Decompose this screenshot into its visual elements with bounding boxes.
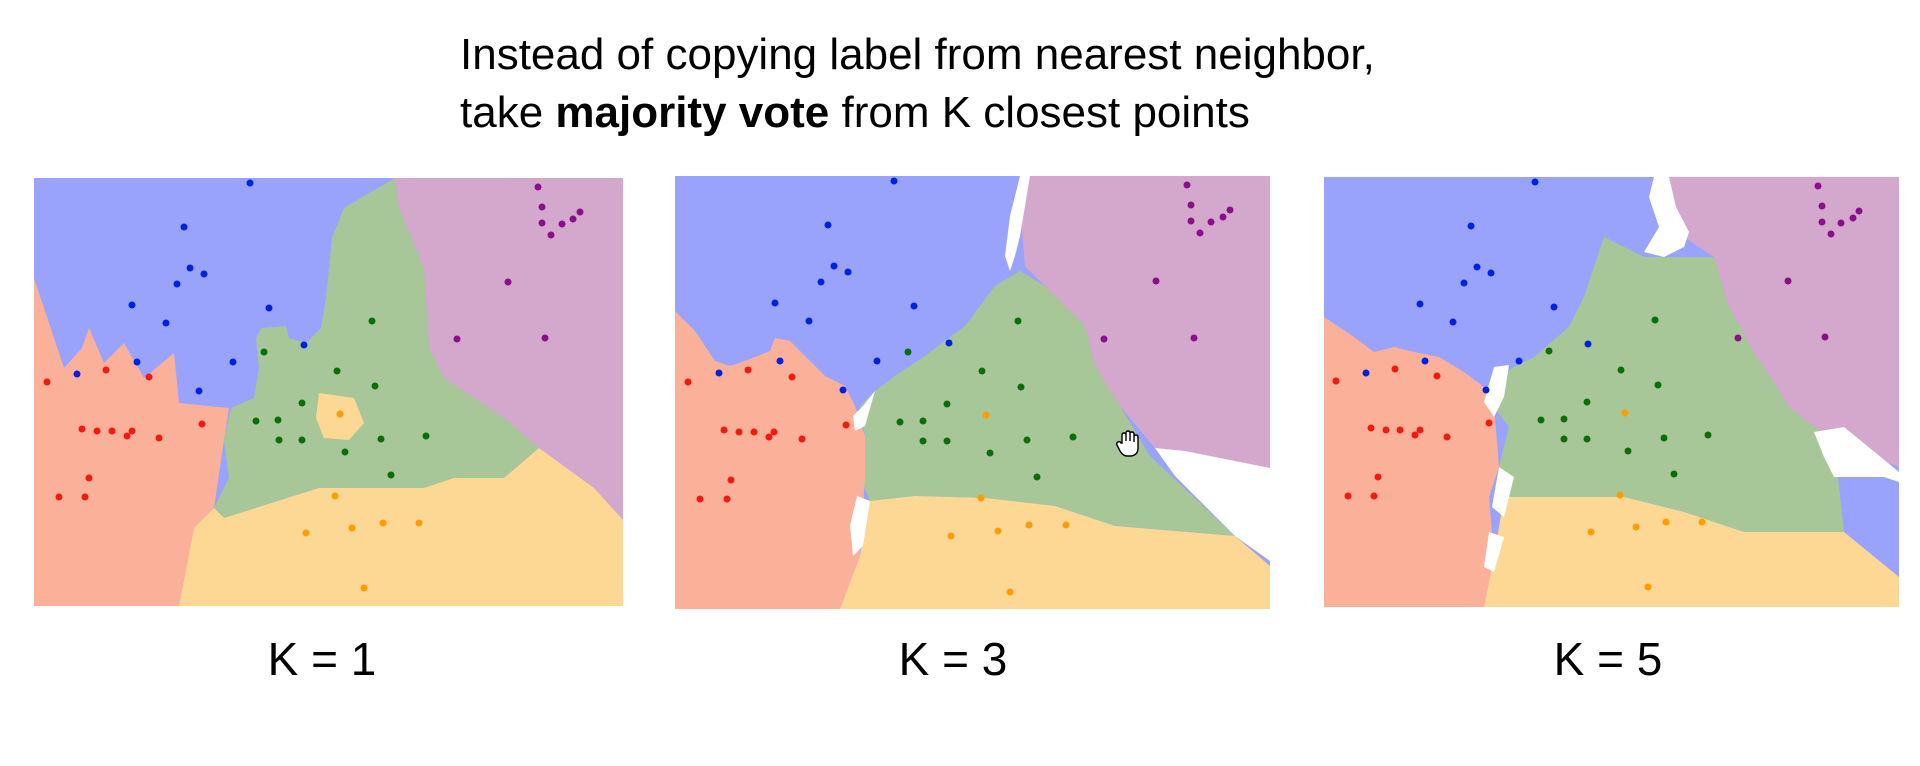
caption-k3: K = 3 [898,633,1008,685]
decision-boundary-k1 [34,178,623,606]
caption-k1: K = 1 [267,633,377,685]
caption-k5: K = 5 [1553,633,1663,685]
hand-cursor-icon [1115,430,1142,463]
points-k1 [43,179,584,592]
panel-k5 [1324,177,1899,607]
slide-title: Instead of copying label from nearest ne… [460,26,1375,142]
panel-k3 [675,176,1270,609]
panel-k1 [34,178,623,606]
decision-boundary-k3 [675,176,1270,609]
points-k3 [684,177,1234,596]
decision-boundary-k5 [1324,177,1899,607]
title-line-1: Instead of copying label from nearest ne… [460,30,1375,79]
title-line-2: take majority vote from K closest points [460,88,1250,137]
title-emphasis: majority vote [555,88,830,137]
points-k5 [1332,178,1863,591]
